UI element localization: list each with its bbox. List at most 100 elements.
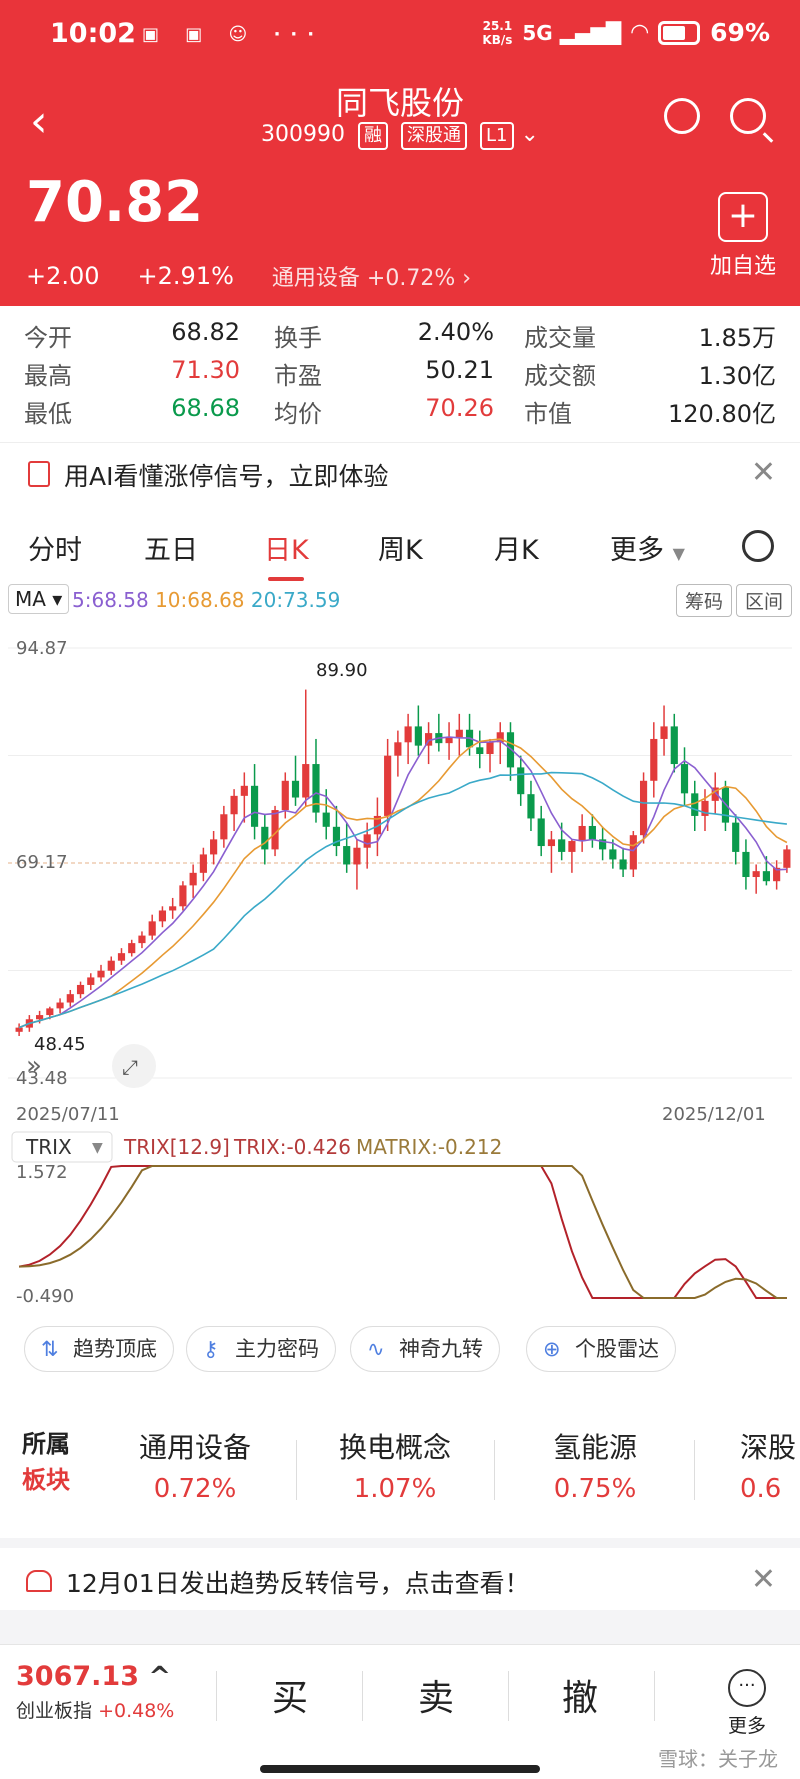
ma10-line (18, 738, 788, 1029)
trix-label: TRIX (25, 1135, 72, 1159)
status-time: 10:02 (50, 18, 136, 49)
candle-body (76, 984, 85, 995)
sell-button[interactable]: 卖 (417, 1678, 454, 1719)
ma5-line (18, 736, 787, 1029)
sector-item[interactable]: 氢能源 0.75% (552, 1431, 637, 1504)
candle-body (312, 764, 320, 813)
chevron-down-icon[interactable]: ⌄ (520, 122, 539, 147)
candle-body (250, 785, 259, 827)
nine-turn-button[interactable]: ∿ 神奇九转 (350, 1326, 500, 1372)
buy-button[interactable]: 买 (271, 1678, 308, 1719)
candle-body (701, 800, 709, 816)
candle-body (199, 854, 207, 873)
candle-body (660, 726, 668, 739)
candle-body (547, 839, 556, 847)
radar-icon: ⊕ (543, 1337, 561, 1361)
candle-body (711, 787, 719, 801)
candle-body (117, 953, 126, 961)
sector-item[interactable]: 通用设备 0.72% (138, 1431, 251, 1504)
collapse-icon[interactable]: » (26, 1051, 42, 1081)
search-icon[interactable] (730, 98, 766, 134)
trend-tool-button[interactable]: ⇅ 趋势顶底 (24, 1326, 174, 1372)
ma-bar: MA ▾ 5:68.58 10:68.68 20:73.59 筹码 区间 (8, 582, 792, 618)
add-watchlist-button[interactable]: + 加自选 (710, 192, 776, 280)
price-change-line: +2.00 +2.91% 通用设备 +0.72% › (26, 260, 471, 292)
caret-down-icon: ▼ (672, 544, 685, 563)
svg-text:⤢: ⤢ (122, 1055, 138, 1079)
candle-body (220, 814, 228, 840)
candle-body (46, 1008, 54, 1016)
ma-values: 5:68.58 10:68.68 20:73.59 (72, 588, 341, 612)
candle-body (517, 767, 525, 795)
trix-y-bottom: -0.490 (16, 1286, 74, 1307)
candle-body (189, 872, 197, 886)
candle-body (486, 742, 494, 755)
matrix-line (19, 1165, 787, 1299)
ai-banner-text: 用AI看懂涨停信号，立即体验 (64, 462, 389, 491)
industry-link[interactable]: 通用设备 +0.72% › (271, 266, 472, 291)
wifi-icon: ◠ (631, 20, 649, 45)
candle-body (36, 1015, 44, 1020)
candle-body (210, 839, 218, 855)
tab-monthly-k[interactable]: 月K (494, 535, 539, 566)
candle-body (56, 1002, 64, 1009)
current-price: 70.82 (26, 170, 204, 235)
close-icon[interactable]: ✕ (750, 455, 776, 490)
index-quote[interactable]: 3067.13 ^ 创业板指 +0.48% (16, 1661, 175, 1722)
document-icon (28, 461, 50, 487)
cancel-button[interactable]: 撤 (561, 1678, 598, 1719)
stock-code-line: 300990 融 深股通 L1 ⌄ (0, 122, 800, 150)
tab-more[interactable]: 更多 ▼ (610, 535, 685, 566)
trix-params: TRIX[12.9] (123, 1135, 230, 1159)
back-icon[interactable]: ‹ (30, 96, 48, 147)
capital-code-button[interactable]: ⚷ 主力密码 (186, 1326, 336, 1372)
tab-intraday[interactable]: 分时 (28, 535, 82, 566)
network-speed: 25.1 KB/s (482, 18, 513, 47)
candle-body (15, 1027, 23, 1032)
candle-body (445, 737, 453, 744)
tab-weekly-k[interactable]: 周K (378, 535, 423, 566)
kline-chart[interactable]: 94.87 69.17 43.48 89.90 48.45 » ⤢ 2025/0… (0, 618, 800, 1318)
plus-icon: + (717, 192, 768, 242)
candle-body (680, 764, 689, 794)
status-bar: 10:02 ▣ ▣ ☺ ··· 25.1 KB/s 5G ▂▄▆█ ◠ 69% (50, 14, 770, 54)
candle-body (414, 726, 422, 746)
chart-grid (8, 647, 792, 1079)
sector-item[interactable]: 换电概念 1.07% (338, 1431, 451, 1504)
refresh-icon[interactable] (664, 98, 700, 134)
end-date: 2025/12/01 (662, 1104, 766, 1125)
settings-icon[interactable] (742, 530, 774, 562)
y-top-label: 94.87 (16, 638, 68, 659)
battery-level: 69% (710, 18, 770, 47)
trix-select[interactable] (11, 1131, 113, 1163)
candle-body (599, 839, 607, 850)
signal-banner[interactable]: 12月01日发出趋势反转信号，点击查看！ ✕ (0, 1538, 800, 1610)
chips-button[interactable]: 筹码 (675, 584, 732, 617)
candle-body (373, 815, 381, 835)
margin-badge: 融 (358, 122, 389, 150)
ma-lines (18, 736, 788, 1029)
tab-daily-k[interactable]: 日K (264, 528, 309, 581)
more-button[interactable]: ··· 更多 (727, 1669, 766, 1738)
tab-five-day[interactable]: 五日 (144, 535, 198, 566)
candle-body (87, 977, 95, 985)
ai-banner[interactable]: 用AI看懂涨停信号，立即体验 ✕ (0, 442, 800, 503)
level-badge[interactable]: L1 (480, 122, 514, 150)
notification-icons: ▣ ▣ ☺ ··· (142, 24, 325, 45)
trix-value: TRIX:-0.426 (233, 1135, 351, 1159)
candle-body (629, 835, 637, 870)
header-area: 10:02 ▣ ▣ ☺ ··· 25.1 KB/s 5G ▂▄▆█ ◠ 69% ‹… (0, 0, 800, 306)
candle-body (527, 794, 535, 819)
candle-body (537, 818, 545, 847)
fullscreen-icon[interactable]: ⤢ (112, 1044, 156, 1088)
radar-button[interactable]: ⊕ 个股雷达 (526, 1326, 676, 1372)
indicator-select[interactable]: MA ▾ (8, 584, 70, 614)
range-button[interactable]: 区间 (735, 584, 792, 617)
trend-icon: ⇅ (41, 1337, 59, 1361)
candle-body (619, 859, 627, 870)
sector-item[interactable]: 深股 0.6 (740, 1431, 797, 1504)
candle-body (568, 841, 576, 852)
close-icon[interactable]: ✕ (750, 1562, 776, 1597)
candle-body (691, 793, 699, 816)
candles (15, 689, 791, 1036)
